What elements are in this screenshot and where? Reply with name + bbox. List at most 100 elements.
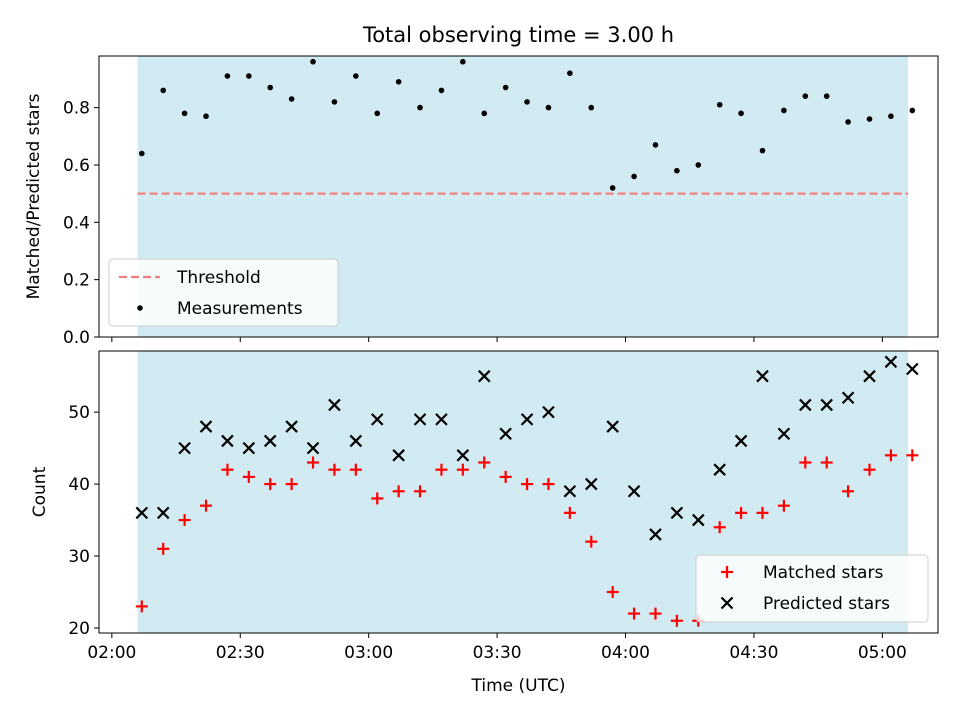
measurement-point: [866, 116, 873, 122]
predicted-star-point: [392, 449, 405, 462]
predicted-star-point: [156, 506, 170, 520]
measurement-point: [909, 107, 916, 114]
measurement-point: [695, 162, 702, 168]
measurement-point: [738, 110, 744, 117]
matched-star-point: [200, 499, 213, 512]
measurement-point: [353, 73, 359, 79]
predicted-star-point: [692, 513, 705, 527]
matched-star-point: [756, 506, 769, 519]
predicted-star-point: [242, 441, 256, 455]
predicted-star-point: [178, 441, 191, 455]
predicted-star-point: [221, 434, 234, 448]
measurement-point: [460, 58, 466, 65]
matched-star-point: [456, 463, 469, 476]
predicted-star-point: [841, 391, 855, 405]
matched-star-point: [264, 478, 277, 491]
y-tick-label: 20: [68, 619, 90, 639]
predicted-star-point: [456, 449, 470, 462]
matched-star-point: [713, 521, 726, 534]
predicted-star-point: [713, 463, 726, 476]
measurement-point: [181, 110, 188, 117]
top-panel: 0.0 0.2 0.4 0.6 0.8 Total observing time = 3…: [24, 23, 939, 348]
predicted-star-point: [734, 434, 748, 448]
matched-star-point: [884, 449, 897, 462]
matched-star-point: [563, 506, 576, 519]
x-tick-label: 03:30: [473, 643, 522, 663]
predicted-star-point: [863, 369, 876, 383]
y-tick-label: 30: [68, 547, 90, 567]
legend-measurements-label: Measurements: [177, 299, 303, 319]
matched-star-point: [649, 607, 662, 620]
predicted-star-point: [328, 398, 341, 412]
y-tick-label: 0.6: [63, 156, 90, 176]
bottom-y-axis-label: Count: [30, 466, 50, 517]
matched-star-point: [285, 478, 298, 491]
top-x-ticks: [111, 337, 883, 342]
measurement-point: [845, 119, 851, 125]
x-tick-label: 02:00: [87, 643, 136, 663]
measurement-point: [716, 101, 723, 108]
matched-star-point: [157, 542, 170, 555]
matched-star-point: [777, 499, 790, 512]
matched-star-point: [521, 478, 534, 491]
measurement-point: [759, 147, 766, 154]
measurement-point: [524, 99, 530, 105]
y-tick-label: 40: [68, 475, 90, 495]
measurement-points: [139, 58, 916, 191]
measurement-point: [823, 93, 830, 99]
matched-star-point: [585, 535, 598, 548]
predicted-star-point: [413, 413, 427, 426]
predicted-star-point: [670, 506, 684, 520]
matched-star-point: [242, 470, 255, 483]
measurement-point: [781, 107, 787, 114]
predicted-star-point: [584, 477, 598, 491]
bottom-plot-frame: [98, 350, 939, 634]
measurement-point: [588, 104, 595, 111]
predicted-star-point: [799, 398, 812, 412]
predicted-star-point: [477, 369, 491, 383]
y-tick-label: 0.4: [63, 213, 90, 233]
measurement-point: [374, 110, 381, 117]
bottom-x-ticks: 02:00 02:30 03:00 03:30 04:00 04:30 05:00: [87, 633, 907, 663]
measurement-point: [438, 87, 445, 94]
measurement-point: [609, 185, 616, 191]
top-legend-box: [108, 258, 339, 327]
chart-title: Total observing time = 3.00 h: [362, 23, 674, 47]
legend-predicted-swatch: [720, 596, 734, 610]
measurement-point: [481, 110, 488, 117]
predicted-star-point: [499, 427, 512, 441]
matched-star-point: [670, 614, 683, 627]
predicted-star-point: [349, 434, 363, 448]
x-tick-label: 05:00: [858, 643, 907, 663]
bottom-legend: Matched stars Predicted stars: [695, 554, 929, 623]
top-y-ticks: 0.0 0.2 0.4 0.6 0.8: [63, 99, 99, 348]
matched-star-point: [628, 607, 641, 620]
predicted-star-point: [263, 434, 277, 448]
x-axis-label: Time (UTC): [471, 676, 566, 696]
top-legend: Threshold Measurements: [108, 258, 339, 327]
bottom-y-ticks: 20 30 40 50: [68, 403, 99, 639]
measurement-point: [802, 93, 809, 99]
measurement-point: [567, 70, 573, 77]
measurement-point: [502, 84, 509, 91]
predicted-star-point: [435, 413, 448, 426]
y-tick-label: 0.0: [63, 328, 90, 348]
measurement-point: [631, 173, 637, 180]
measurement-point: [331, 99, 338, 105]
matched-star-point: [499, 470, 512, 483]
measurement-point: [267, 84, 274, 91]
predicted-star-point: [756, 369, 769, 383]
top-plot-frame: [98, 55, 939, 338]
matched-star-point: [392, 485, 405, 498]
measurement-point: [246, 73, 252, 79]
matched-star-point: [221, 463, 234, 476]
bottom-legend-box: [695, 554, 929, 623]
matched-star-point: [371, 492, 384, 505]
predicted-star-point: [135, 506, 149, 520]
matched-star-point: [478, 456, 491, 469]
matched-star-point: [820, 456, 833, 469]
top-y-axis-label: Matched/Predicted stars: [24, 93, 44, 299]
predicted-star-point: [542, 405, 555, 419]
predicted-star-point: [285, 420, 298, 433]
